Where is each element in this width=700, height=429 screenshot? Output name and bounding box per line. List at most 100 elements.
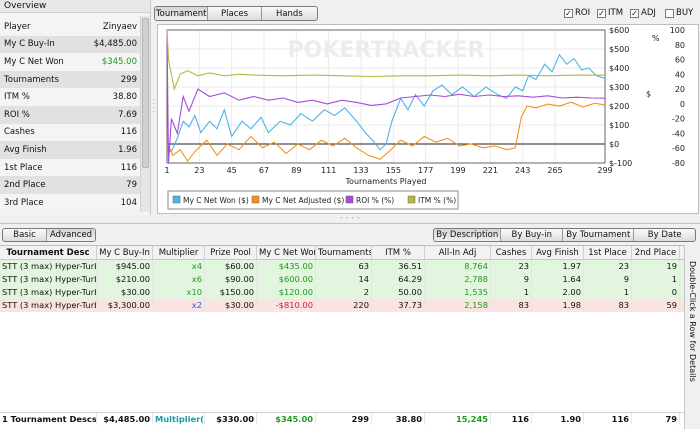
table-cell: 220	[316, 299, 372, 312]
total-cell: 79	[632, 413, 680, 425]
checkbox-box[interactable]	[665, 8, 674, 18]
percent-tick-label: -20	[672, 115, 685, 124]
col-header[interactable]: All-In Adj	[425, 246, 491, 259]
panel-resize-handle[interactable]: · · · ·	[152, 96, 156, 116]
col-header[interactable]: Avg Finish	[532, 246, 584, 259]
view-tabs: Basic Advanced	[2, 228, 96, 242]
table-row[interactable]: STT (3 max) Hyper-Turbo $945.00 x4 $60.00 $4…	[0, 260, 684, 273]
x-tick-label: 177	[418, 166, 433, 175]
checkbox-label: BUY	[676, 8, 694, 18]
col-header[interactable]: 1st Place	[584, 246, 632, 259]
overview-row: My C Net Won $345.00	[0, 53, 140, 71]
checkbox-box[interactable]: ✓	[630, 8, 639, 18]
roi-checkbox[interactable]: ✓ ROI	[564, 8, 590, 18]
table-cell: STT (3 max) Hyper-Turbo	[2, 286, 97, 299]
tab-tournament[interactable]: Tournament	[155, 7, 209, 20]
overview-label: ROI %	[4, 109, 30, 120]
total-cell: 38.80	[372, 413, 425, 425]
splitter-handle[interactable]: · · · ·	[339, 214, 361, 224]
col-header[interactable]: Prize Pool	[205, 246, 257, 259]
overview-scrollbar[interactable]	[140, 16, 150, 212]
overview-value: 7.69	[118, 109, 137, 120]
table-row[interactable]: STT (3 max) Hyper-Turbo $3,300.00 x2 $30.00…	[0, 299, 684, 312]
table-cell: 83	[584, 299, 632, 312]
table-cell: 1.97	[532, 260, 584, 273]
col-header[interactable]: My C Buy-In	[97, 246, 153, 259]
col-header[interactable]: Tournaments	[318, 246, 372, 259]
table-row[interactable]: STT (3 max) Hyper-Turbo $210.00 x6 $90.00 $6…	[0, 273, 684, 286]
adj-checkbox[interactable]: ✓ ADJ	[630, 8, 656, 18]
series-line-1	[166, 101, 606, 163]
percent-tick-label: 40	[675, 70, 685, 79]
overview-value: $4,485.00	[93, 39, 137, 50]
x-tick-label: 1	[164, 166, 169, 175]
tab-by-date[interactable]: By Date	[647, 230, 682, 240]
dollar-tick-label: $300	[609, 83, 629, 92]
x-tick-label: 23	[194, 166, 204, 175]
checkbox-box[interactable]: ✓	[564, 8, 573, 18]
x-tick-label: 299	[597, 166, 612, 175]
total-cell: Multiplier(s)	[155, 413, 205, 425]
overview-label: Tournaments	[4, 74, 59, 85]
overview-value: 104	[120, 197, 137, 208]
x-tick-label: 111	[321, 166, 336, 175]
overview-row: Player Zinyaev	[0, 18, 140, 36]
overview-value: 38.80	[112, 92, 137, 103]
table-cell: 2,788	[425, 273, 491, 286]
col-header[interactable]: Multiplier	[153, 246, 205, 259]
percent-tick-label: 0	[680, 100, 685, 109]
table-cell: x6	[153, 273, 205, 286]
x-tick-label: 67	[259, 166, 269, 175]
overview-value: $345.00	[101, 56, 137, 67]
checkbox-label: ITM	[608, 8, 624, 18]
scrollbar-thumb[interactable]	[142, 18, 149, 168]
total-cell: 1 Tournament Descs	[2, 413, 97, 425]
itm-checkbox[interactable]: ✓ ITM	[597, 8, 623, 18]
percent-tick-label: 80	[675, 41, 685, 50]
checkbox-box[interactable]: ✓	[597, 8, 606, 18]
table-row[interactable]: STT (3 max) Hyper-Turbo $30.00 x10 $150.00 $…	[0, 286, 684, 299]
x-tick-label: 265	[547, 166, 562, 175]
table-cell: 9	[491, 273, 532, 286]
buy-checkbox[interactable]: BUY	[665, 8, 693, 18]
details-hint-label: Double-Click a Row for Details	[688, 261, 697, 382]
table-cell: 23	[491, 260, 532, 273]
results-table: Tournament Desc My C Buy-In Multiplier P…	[0, 245, 700, 429]
x-tick-label: 221	[483, 166, 498, 175]
tab-by-buy-in[interactable]: By Buy-in	[501, 229, 564, 241]
percent-tick-label: -60	[672, 144, 685, 153]
x-tick-label: 243	[515, 166, 530, 175]
table-cell: 1	[584, 286, 632, 299]
col-header[interactable]: Tournament Desc	[0, 246, 97, 259]
legend-swatch	[172, 195, 181, 204]
table-cell: 1,535	[425, 286, 491, 299]
legend-frame	[167, 190, 459, 210]
col-header[interactable]: My C Net Won	[259, 246, 316, 259]
tab-basic[interactable]: Basic	[3, 229, 48, 241]
overview-value: 116	[120, 127, 137, 138]
overview-row: ITM % 38.80	[0, 88, 140, 106]
tab-hands[interactable]: Hands	[275, 8, 303, 19]
totals-row: 1 Tournament Descs $4,485.00 Multiplier(…	[0, 412, 684, 425]
checkbox-label: ROI	[575, 8, 591, 18]
chart-tabs: Tournament Places Hands	[154, 6, 318, 21]
tab-by-description[interactable]: By Description	[434, 229, 502, 241]
table-header: Tournament Desc My C Buy-In Multiplier P…	[0, 246, 700, 260]
dollar-tick-label: $-100	[609, 159, 632, 168]
percent-axis-label: %	[652, 34, 660, 43]
col-header[interactable]: ITM %	[372, 246, 425, 259]
table-cell: 50.00	[372, 286, 425, 299]
results-chart-svg: POKERTRACKER 1 23 45 67 89 111 133 155 177 199 221 2…	[164, 26, 685, 210]
overview-label: Cashes	[4, 127, 35, 138]
col-header[interactable]: Cashes	[491, 246, 532, 259]
total-cell: 15,245	[425, 413, 491, 425]
dollar-tick-label: $0	[609, 140, 619, 149]
tab-advanced[interactable]: Advanced	[47, 229, 95, 241]
table-cell: 1.64	[532, 273, 584, 286]
table-cell: 1	[491, 286, 532, 299]
tab-places[interactable]: Places	[208, 7, 262, 20]
tab-by-tournament[interactable]: By Tournament	[563, 229, 635, 241]
col-header[interactable]: 2nd Place	[632, 246, 680, 259]
table-cell: $150.00	[205, 286, 257, 299]
table-cell: 64.29	[372, 273, 425, 286]
